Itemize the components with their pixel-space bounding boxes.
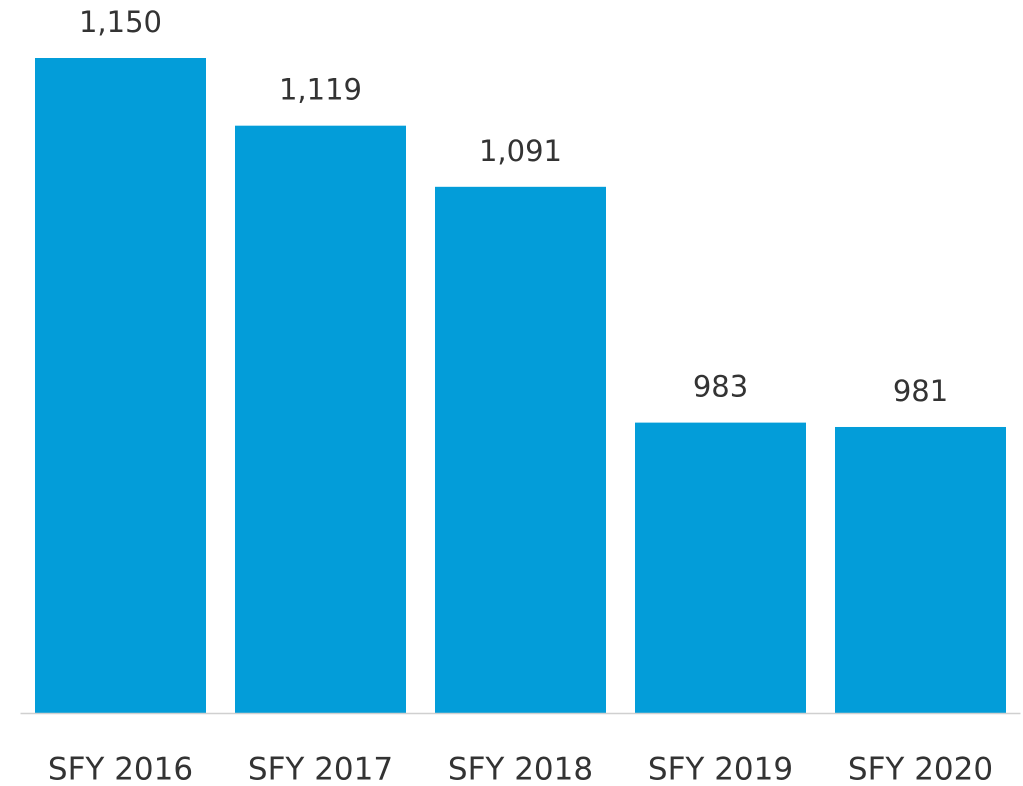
value-label: 1,091 <box>479 134 562 168</box>
value-label: 983 <box>693 370 748 404</box>
x-tick-label: SFY 2018 <box>448 752 593 786</box>
value-label: 1,119 <box>279 73 362 107</box>
bar <box>35 58 206 713</box>
x-tick-label: SFY 2019 <box>648 752 793 786</box>
x-tick-label: SFY 2017 <box>248 752 393 786</box>
bar <box>435 186 606 714</box>
x-tick-label: SFY 2016 <box>48 752 193 786</box>
bar <box>235 125 406 713</box>
x-tick-label: SFY 2020 <box>848 752 993 786</box>
value-label: 1,150 <box>79 5 162 39</box>
bar <box>835 426 1006 713</box>
value-label: 981 <box>893 374 948 408</box>
bar <box>635 422 806 713</box>
